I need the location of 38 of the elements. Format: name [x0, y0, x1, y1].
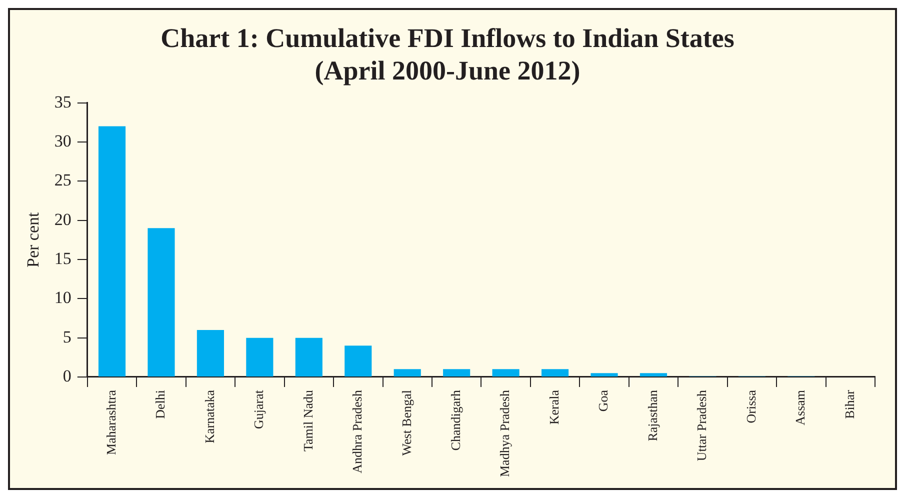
- x-tick-label: West Bengal: [398, 390, 414, 456]
- y-tick-label: 0: [62, 366, 72, 386]
- x-tick-label: Goa: [596, 390, 611, 412]
- y-tick-label: 10: [54, 288, 72, 308]
- y-tick-label: 5: [62, 327, 72, 346]
- y-tick-label: 20: [54, 210, 72, 229]
- x-tick-label: Kerala: [546, 390, 562, 425]
- x-tick-label: Karnataka: [202, 390, 217, 444]
- x-tick-label: Tamil Nadu: [300, 389, 316, 452]
- x-tick-label: Madhya Pradesh: [497, 390, 512, 478]
- bar: [98, 126, 126, 376]
- bar: [196, 330, 224, 376]
- bar: [295, 338, 322, 376]
- y-axis-title: Per cent: [24, 212, 43, 268]
- bar: [443, 369, 470, 376]
- x-tick-label: Uttar Pradesh: [694, 390, 710, 462]
- chart-title: Chart 1: Cumulative FDI Inflows to Indian States (April 2000-June 2012): [160, 23, 734, 86]
- x-tick-label: Rajasthan: [644, 389, 660, 442]
- bar: [640, 373, 668, 376]
- bar: [148, 228, 175, 376]
- bar: [394, 369, 421, 376]
- x-tick-label: Andhra Pradesh: [350, 390, 365, 474]
- bar: [542, 369, 569, 376]
- x-tick-label: Bihar: [842, 389, 857, 419]
- bar: [492, 369, 520, 376]
- y-tick-label: 35: [54, 92, 72, 112]
- x-tick-label: Orissa: [743, 390, 758, 424]
- x-tick-label: Delhi: [152, 390, 168, 419]
- y-tick-label: 30: [54, 131, 72, 150]
- x-tick-label: Assam: [792, 390, 808, 426]
- y-tick-label: 25: [54, 170, 72, 190]
- y-tick-label: 15: [54, 248, 72, 268]
- x-tick-label: Maharashtra: [103, 390, 118, 455]
- x-tick-label: Gujarat: [251, 390, 266, 429]
- bar: [590, 373, 618, 376]
- bar: [344, 346, 372, 376]
- x-tick-label: Chandigarh: [448, 389, 464, 451]
- bar: [246, 338, 274, 376]
